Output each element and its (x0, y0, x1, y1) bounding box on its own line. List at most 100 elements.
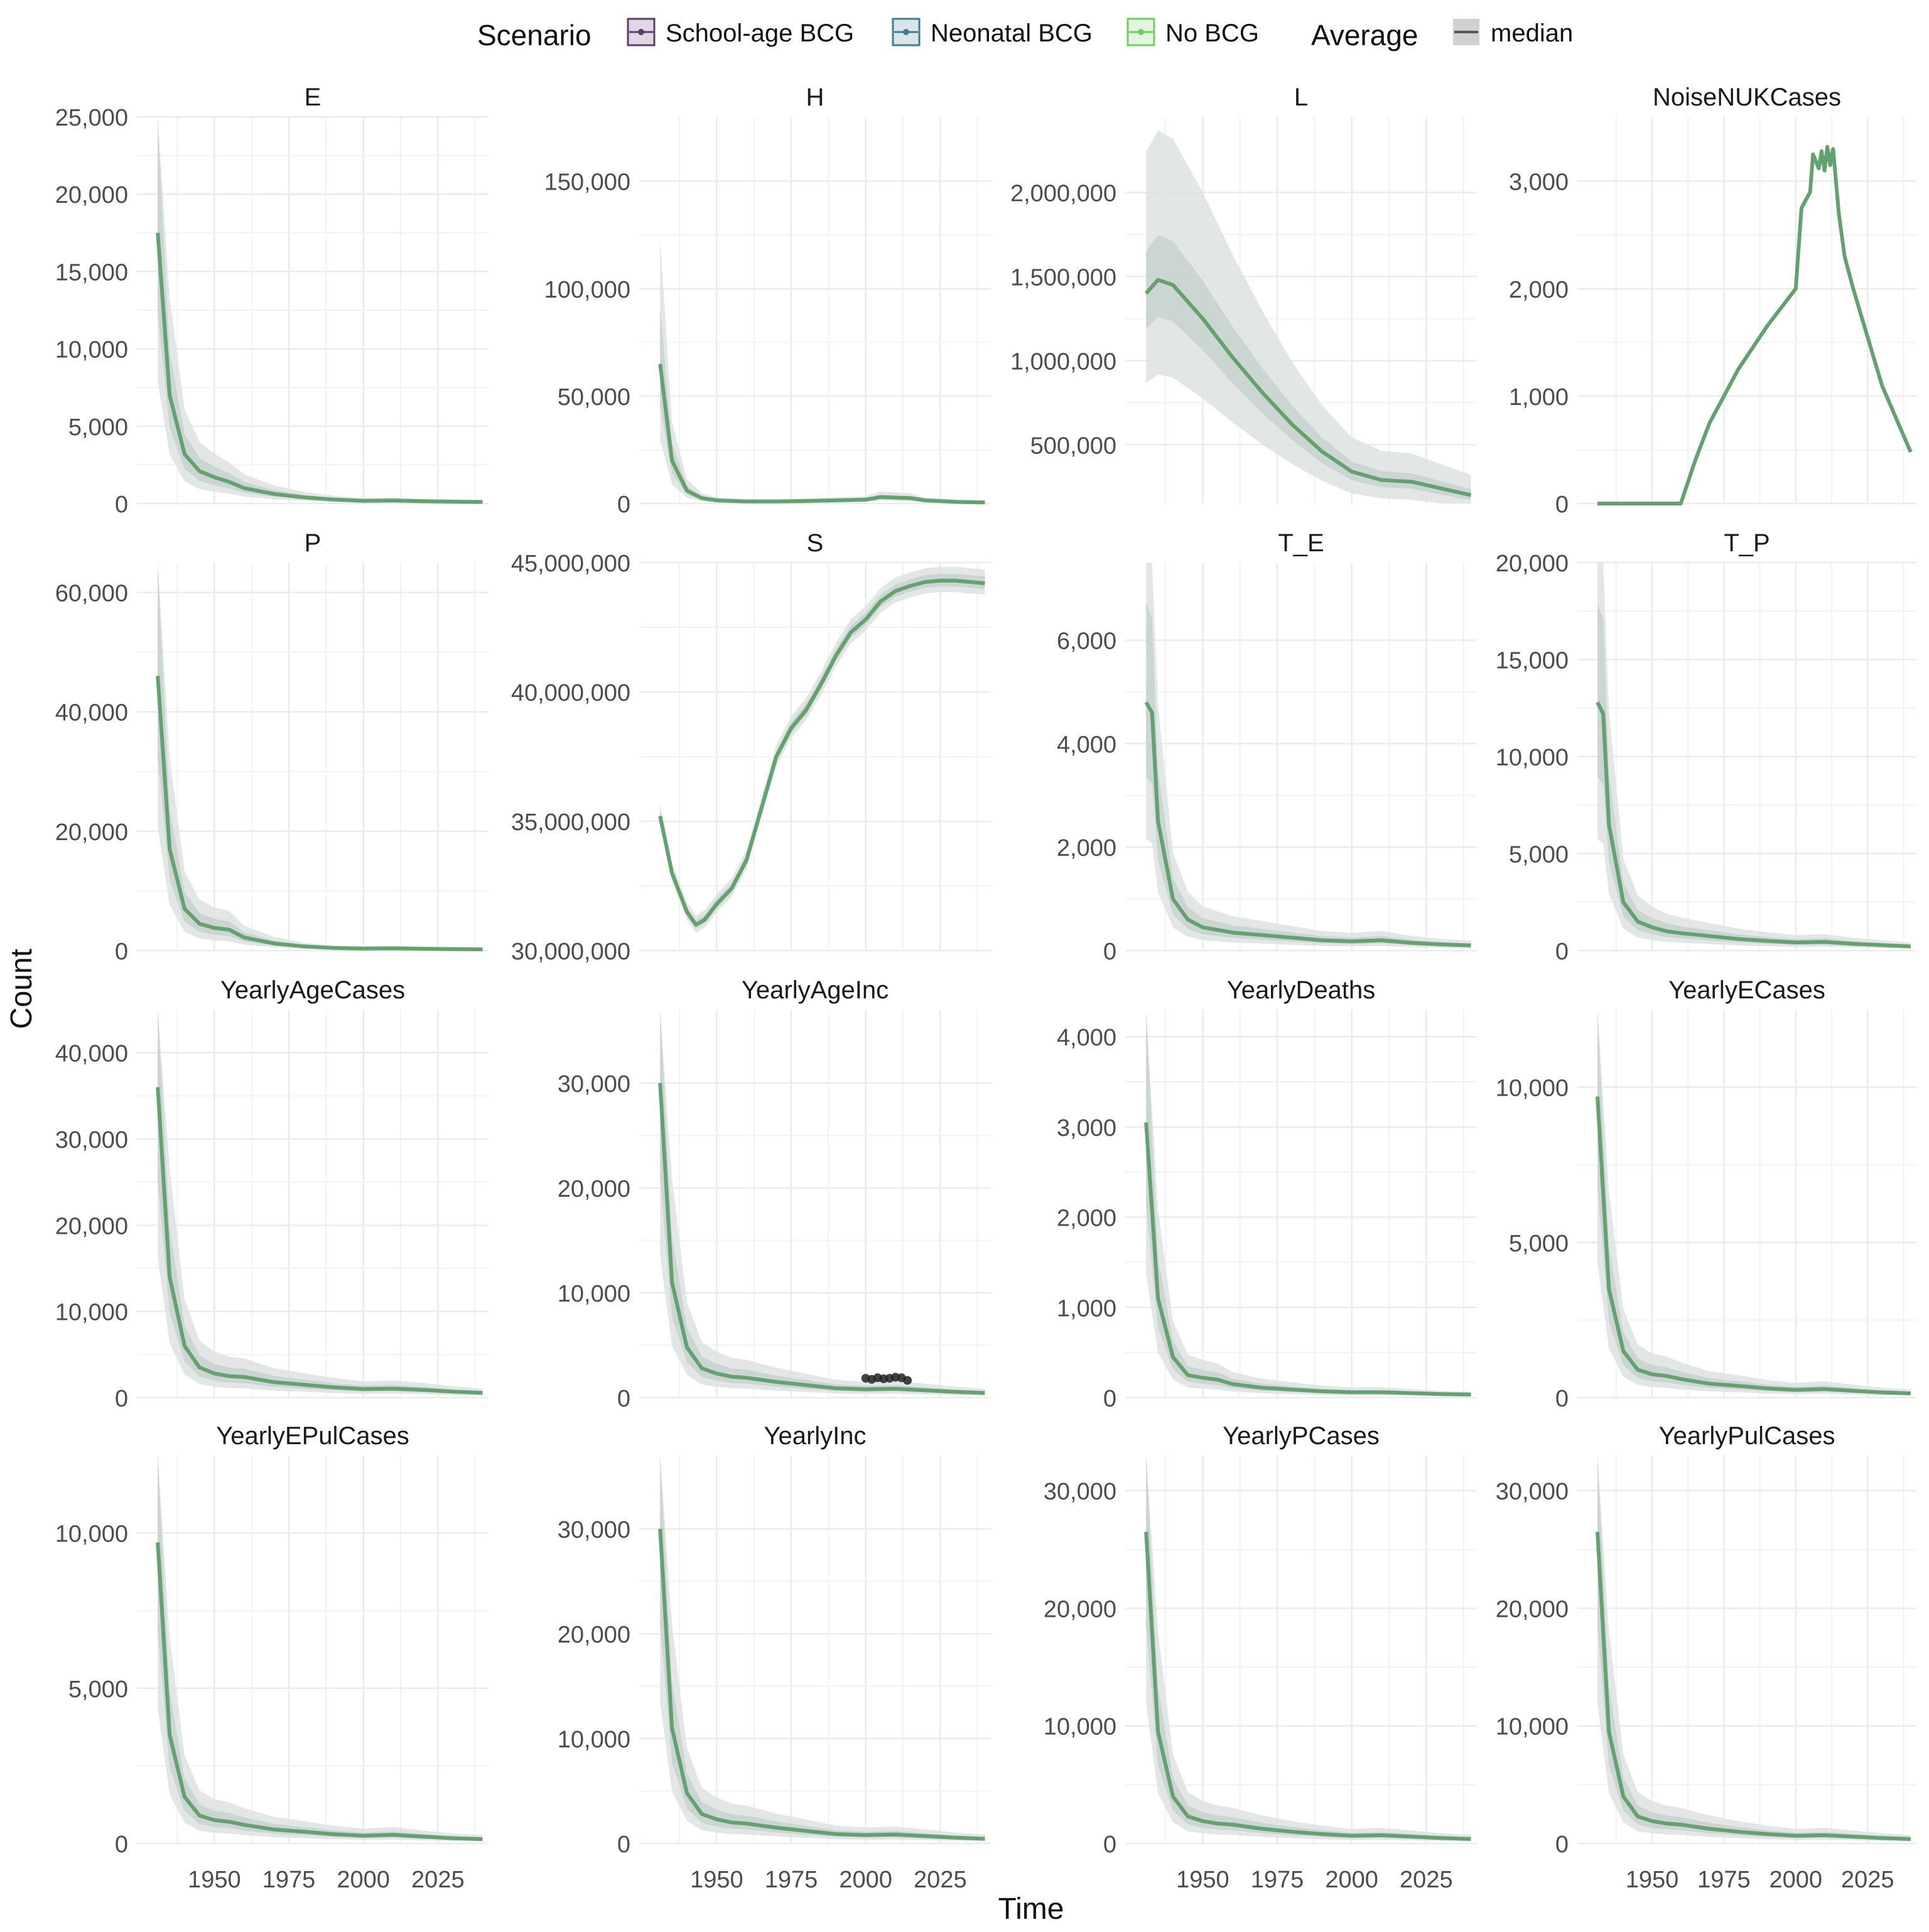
median-line (1144, 278, 1472, 497)
median-line (156, 232, 483, 504)
y-tick-labels: 0 10,000 20,000 30,000 (1044, 1479, 1116, 1858)
panel-yearlyagecases: YearlyAgeCases 0 10,000 20,000 30,000 40,000 (55, 976, 489, 1412)
x-tick-labels: 1950 1975 2000 2025 (1176, 1867, 1452, 1893)
y-tick-label: 25,000 (55, 105, 128, 131)
uncertainty-band-inner (660, 1455, 985, 1840)
y-tick-label: 40,000 (55, 700, 128, 726)
panel-yearlyinc: YearlyInc 0 10,000 20,000 30,000 1950 1975 2000… (558, 1422, 991, 1893)
x-tick-label: 1950 (1176, 1867, 1229, 1893)
uncertainty-band-inner (158, 1455, 483, 1841)
y-tick-label: 30,000 (55, 1127, 128, 1153)
uncertainty-band-outer (158, 563, 483, 951)
y-tick-label: 4,000 (1057, 731, 1116, 758)
uncertainty-band-outer (660, 1010, 985, 1396)
y-tick-label: 0 (1555, 1386, 1569, 1412)
panel-t-e: T_E 0 2,000 4,000 6,000 (1057, 529, 1477, 965)
panel-title: YearlyInc (764, 1422, 866, 1450)
uncertainty-band-inner (660, 308, 985, 504)
gridlines (639, 1010, 991, 1399)
median-line (1144, 1531, 1471, 1841)
x-axis-label: Time (998, 1892, 1064, 1926)
y-tick-label: 50,000 (558, 384, 630, 411)
panel-title: YearlyAgeInc (742, 976, 889, 1004)
y-tick-labels: 0 50,000 100,000 150,000 (544, 170, 630, 518)
x-tick-label: 2000 (1325, 1867, 1378, 1893)
panel-yearlypcases: YearlyPCases 0 10,000 20,000 30,000 1950 1975 2… (1044, 1422, 1477, 1893)
x-tick-label: 2000 (839, 1867, 892, 1893)
gridlines (639, 1455, 991, 1845)
y-tick-label: 20,000 (558, 1176, 630, 1202)
panel-title: YearlyAgeCases (220, 976, 405, 1004)
y-tick-label: 15,000 (55, 259, 128, 286)
panel-title: NoiseNUKCases (1653, 84, 1841, 111)
y-tick-labels: 0 10,000 20,000 30,000 (558, 1517, 630, 1858)
legend: Scenario School-age BCG Neonatal BCG No BC… (477, 18, 1573, 51)
panel-h: H 0 50,000 100,000 150,000 (544, 84, 991, 518)
y-tick-labels: 500,000 1,000,000 1,500,000 2,000,000 (1010, 181, 1116, 460)
y-tick-label: 20,000 (55, 1213, 128, 1239)
y-tick-labels: 30,000,000 35,000,000 40,000,000 45,000,000 (511, 551, 630, 965)
y-tick-label: 10,000 (558, 1281, 630, 1307)
y-tick-label: 20,000 (1044, 1596, 1116, 1622)
uncertainty-band-inner (1597, 1010, 1911, 1395)
y-tick-label: 2,000 (1057, 1206, 1116, 1232)
x-tick-label: 1975 (765, 1867, 818, 1893)
x-tick-label: 2000 (1770, 1867, 1823, 1893)
y-tick-labels: 0 10,000 20,000 30,000 (558, 1071, 630, 1412)
y-tick-label: 5,000 (1509, 842, 1569, 868)
facet-panels: E 0 5,000 10,000 15,000 20,000 25,000 H 0 50,000 1… (55, 84, 1916, 1893)
y-tick-label: 0 (617, 492, 630, 518)
y-tick-label: 0 (617, 1386, 630, 1412)
y-tick-labels: 0 5,000 10,000 (55, 1521, 128, 1858)
panel-e: E 0 5,000 10,000 15,000 20,000 25,000 (55, 84, 489, 518)
legend-scenario-title: Scenario (477, 19, 592, 51)
median-line (1596, 1096, 1911, 1396)
y-tick-label: 10,000 (1496, 1076, 1569, 1102)
uncertainty-band-inner (1146, 1012, 1471, 1396)
legend-label-school-age-bcg: School-age BCG (666, 19, 854, 47)
median-line (1596, 1531, 1911, 1841)
x-tick-labels: 1950 1975 2000 2025 (188, 1867, 464, 1893)
gridlines (137, 1455, 489, 1845)
y-tick-labels: 0 5,000 10,000 (1496, 1076, 1569, 1412)
y-tick-label: 5,000 (1509, 1231, 1569, 1257)
panel-noisenukcases: NoiseNUKCases 0 1,000 2,000 3,000 (1509, 84, 1916, 518)
uncertainty-band-outer (1146, 131, 1471, 504)
y-tick-label: 30,000,000 (511, 939, 630, 965)
panel-yearlyageinc: YearlyAgeInc 0 10,000 20,000 30,000 (558, 976, 991, 1412)
y-tick-label: 0 (115, 1386, 128, 1412)
uncertainty-band-outer (1146, 563, 1471, 949)
uncertainty-band-inner (158, 566, 483, 951)
y-tick-label: 0 (115, 492, 128, 518)
y-tick-labels: 0 10,000 20,000 30,000 40,000 (55, 1041, 128, 1412)
median-line (156, 1542, 483, 1842)
legend-scenario-items: School-age BCG Neonatal BCG No BCG (627, 18, 1259, 47)
y-tick-label: 40,000 (55, 1041, 128, 1067)
y-tick-label: 1,000,000 (1010, 348, 1116, 375)
observed-points (861, 1373, 912, 1385)
legend-label-neonatal-bcg: Neonatal BCG (931, 19, 1093, 47)
panel-t-p: T_P 0 5,000 10,000 15,000 20,000 (1496, 529, 1916, 965)
uncertainty-band-outer (1146, 1455, 1471, 1842)
y-tick-label: 10,000 (1496, 1714, 1569, 1740)
y-tick-label: 2,000 (1509, 277, 1569, 303)
y-tick-labels: 0 1,000 2,000 3,000 (1509, 170, 1569, 518)
y-tick-label: 10,000 (55, 337, 128, 364)
y-tick-label: 3,000 (1509, 170, 1569, 196)
y-tick-label: 45,000,000 (511, 551, 630, 577)
y-tick-label: 10,000 (55, 1300, 128, 1326)
legend-item-no-bcg: No BCG (1127, 18, 1259, 47)
uncertainty-band-outer (660, 566, 985, 933)
legend-average-items: median (1453, 19, 1573, 47)
x-tick-labels: 1950 1975 2000 2025 (1626, 1867, 1894, 1893)
uncertainty-band-outer (1146, 1010, 1471, 1397)
x-tick-label: 1975 (1251, 1867, 1304, 1893)
legend-item-median: median (1453, 19, 1573, 47)
y-tick-label: 40,000,000 (511, 680, 630, 706)
y-tick-label: 30,000 (558, 1071, 630, 1098)
legend-label-median: median (1491, 19, 1573, 47)
y-tick-label: 4,000 (1057, 1025, 1116, 1051)
y-tick-label: 15,000 (1496, 648, 1569, 674)
y-tick-label: 6,000 (1057, 629, 1116, 655)
panel-yearlydeaths: YearlyDeaths 0 1,000 2,000 3,000 4,000 (1057, 976, 1477, 1412)
